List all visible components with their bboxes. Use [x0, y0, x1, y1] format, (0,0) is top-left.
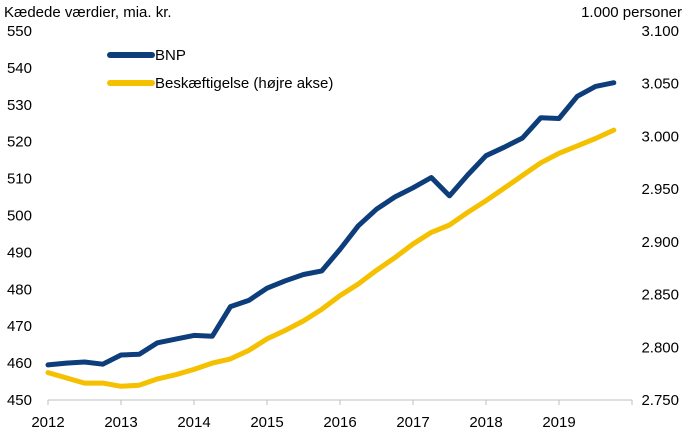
right-axis-tick-label: 2.950	[641, 181, 679, 198]
left-axis-tick-label: 540	[7, 60, 32, 77]
left-axis-tick-label: 510	[7, 171, 32, 188]
left-axis-tick-label: 520	[7, 134, 32, 151]
x-axis-tick-label: 2014	[177, 414, 210, 431]
left-axis-title: Kædede værdier, mia. kr.	[4, 4, 172, 21]
legend: BNP Beskæftigelse (højre akse)	[107, 47, 333, 92]
x-axis-tick-label: 2012	[31, 414, 64, 431]
legend-label-employment: Beskæftigelse (højre akse)	[155, 75, 333, 92]
series-bnp-line	[45, 80, 617, 368]
left-axis-tick-label: 450	[7, 392, 32, 409]
x-axis-tick-label: 2019	[542, 414, 575, 431]
x-axis-tick-label: 2013	[104, 414, 137, 431]
right-axis-tick-label: 2.850	[641, 287, 679, 304]
left-axis-tick-label: 530	[7, 97, 32, 114]
x-axis: 2012 2013 2014 2015 2016 2017 2018 2019	[31, 399, 633, 431]
x-axis-tick-label: 2015	[250, 414, 283, 431]
left-axis-tick-label: 500	[7, 208, 32, 225]
right-axis-tick-label: 3.000	[641, 128, 679, 145]
x-axis-tick-label: 2018	[469, 414, 502, 431]
left-axis-tick-labels: 450 460 470 480 490 500 510 520 530 540 550	[7, 23, 32, 409]
right-axis-tick-label: 2.900	[641, 234, 679, 251]
legend-label-bnp: BNP	[155, 47, 186, 64]
left-axis-tick-label: 490	[7, 244, 32, 261]
series-layer	[45, 80, 617, 389]
series-employment-line	[45, 127, 617, 389]
left-axis-tick-label: 480	[7, 281, 32, 298]
right-axis-tick-labels: 2.750 2.800 2.850 2.900 2.950 3.000 3.050 3.100	[641, 23, 679, 409]
left-axis-tick-label: 550	[7, 23, 32, 40]
right-axis-title: 1.000 personer	[581, 4, 682, 21]
right-axis-tick-label: 3.100	[641, 23, 679, 40]
right-axis-tick-label: 3.050	[641, 76, 679, 93]
right-axis-tick-label: 2.800	[641, 339, 679, 356]
left-axis-tick-label: 470	[7, 318, 32, 335]
x-axis-tick-label: 2017	[396, 414, 429, 431]
left-axis-tick-label: 460	[7, 355, 32, 372]
right-axis-tick-label: 2.750	[641, 392, 679, 409]
x-axis-tick-label: 2016	[323, 414, 356, 431]
